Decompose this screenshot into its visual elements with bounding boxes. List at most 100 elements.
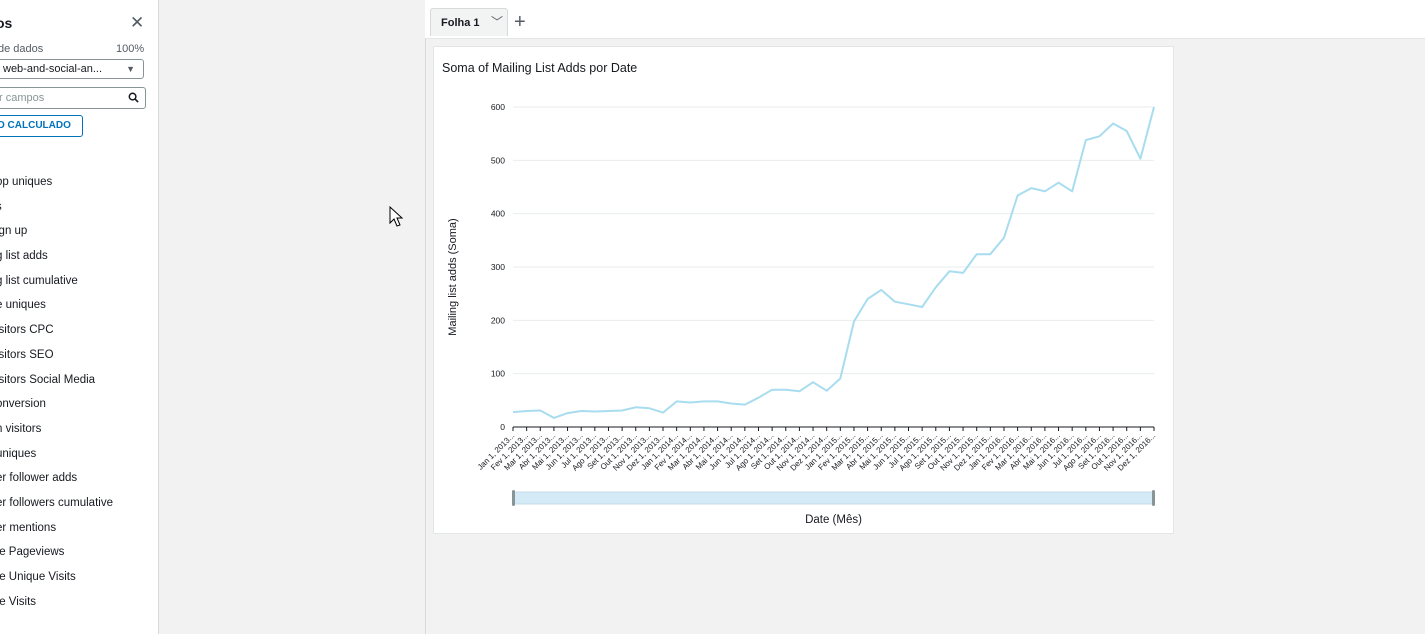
data-point[interactable] — [1002, 236, 1006, 240]
caret-down-icon: ▼ — [126, 64, 135, 74]
field-item[interactable]: er follower adds — [0, 472, 78, 485]
data-point[interactable] — [920, 305, 924, 309]
panel-title: os — [0, 15, 13, 31]
data-point[interactable] — [1057, 181, 1061, 185]
data-point[interactable] — [947, 269, 951, 273]
data-point[interactable] — [1084, 138, 1088, 142]
field-item[interactable]: ign up — [0, 225, 28, 238]
data-point[interactable] — [552, 416, 556, 420]
y-tick-label: 0 — [500, 422, 505, 432]
series-line — [512, 106, 1155, 419]
field-item[interactable]: isitors Social Media — [0, 373, 96, 386]
field-item[interactable]: onversion — [0, 398, 46, 411]
y-tick-label: 600 — [491, 102, 505, 112]
data-point[interactable] — [770, 388, 774, 392]
data-point[interactable] — [934, 285, 938, 289]
data-point[interactable] — [756, 396, 760, 400]
search-icon — [128, 92, 139, 103]
field-item[interactable]: er mentions — [0, 521, 57, 534]
data-point[interactable] — [907, 302, 911, 306]
data-point[interactable] — [634, 405, 638, 409]
data-point[interactable] — [743, 403, 747, 407]
data-point[interactable] — [538, 408, 542, 412]
data-point[interactable] — [593, 410, 597, 414]
data-point[interactable] — [866, 297, 870, 301]
chevron-down-icon[interactable]: ﹀ — [491, 15, 504, 29]
data-point[interactable] — [1111, 122, 1115, 126]
mouse-cursor-icon — [389, 206, 404, 227]
field-item[interactable]: op uniques — [0, 176, 53, 188]
panel-divider — [425, 38, 426, 634]
data-point[interactable] — [1029, 186, 1033, 190]
tab-label: Folha 1 — [441, 17, 480, 29]
data-point[interactable] — [784, 388, 788, 392]
data-point[interactable] — [825, 389, 829, 393]
data-point[interactable] — [729, 402, 733, 406]
data-point[interactable] — [511, 410, 515, 414]
close-icon[interactable]: ✕ — [130, 13, 145, 32]
data-point[interactable] — [879, 288, 883, 292]
range-handle-right[interactable] — [1152, 490, 1155, 506]
field-item[interactable]: e uniques — [0, 299, 46, 312]
field-item[interactable]: isitors CPC — [0, 324, 54, 337]
y-tick-label: 200 — [491, 315, 505, 325]
data-point[interactable] — [675, 399, 679, 403]
field-item[interactable]: n visitors — [0, 422, 42, 435]
y-tick-label: 400 — [491, 209, 505, 219]
data-point[interactable] — [716, 399, 720, 403]
data-point[interactable] — [525, 409, 529, 413]
data-point[interactable] — [579, 409, 583, 413]
line-chart-visual[interactable]: Soma of Mailing List Adds por Date 0 100 2… — [433, 46, 1174, 534]
data-point[interactable] — [1138, 157, 1142, 161]
dataset-percent: 100% — [116, 43, 145, 55]
visual-title: Soma of Mailing List Adds por Date — [442, 61, 638, 75]
data-point[interactable] — [620, 408, 624, 412]
data-point[interactable] — [688, 400, 692, 404]
field-list: op uniques sign up g list adds g list cumul… — [0, 174, 113, 618]
search-placeholder: r campos — [0, 92, 45, 104]
data-point[interactable] — [702, 399, 706, 403]
field-item[interactable]: g list adds — [0, 250, 48, 263]
y-tick-label: 300 — [491, 262, 505, 272]
data-point[interactable] — [893, 300, 897, 304]
data-point[interactable] — [838, 376, 842, 380]
field-item[interactable]: te Pageviews — [0, 546, 65, 559]
range-scrollbar[interactable] — [512, 491, 1155, 505]
field-item[interactable]: g list cumulative — [0, 274, 78, 287]
data-point[interactable] — [961, 271, 965, 275]
fields-panel: os ✕ de dados 100% web-and-social-an... … — [0, 0, 159, 634]
data-point[interactable] — [975, 252, 979, 256]
data-point[interactable] — [1097, 134, 1101, 138]
range-handle-left[interactable] — [512, 490, 515, 506]
data-point[interactable] — [1043, 189, 1047, 193]
data-point[interactable] — [852, 319, 856, 323]
data-point[interactable] — [606, 409, 610, 413]
data-point[interactable] — [1125, 129, 1129, 133]
y-tick-label: 500 — [491, 155, 505, 165]
data-point[interactable] — [1016, 194, 1020, 198]
field-item[interactable]: te Visits — [0, 595, 37, 608]
plus-icon[interactable]: + — [514, 11, 526, 33]
x-axis-title: Date (Mês) — [805, 514, 862, 526]
sheet-tabs-bar: Folha 1 ﹀ + — [425, 0, 1425, 39]
data-point[interactable] — [988, 252, 992, 256]
field-item[interactable]: s — [0, 199, 113, 224]
dataset-select[interactable]: web-and-social-an... ▼ — [0, 59, 144, 79]
field-item[interactable]: isitors SEO — [0, 348, 54, 361]
field-item[interactable]: uniques — [0, 447, 37, 460]
data-point[interactable] — [797, 389, 801, 393]
dataset-label: de dados — [0, 43, 44, 55]
field-item[interactable]: te Unique Visits — [0, 571, 76, 583]
dataset-select-value: web-and-social-an... — [3, 63, 103, 75]
data-point[interactable] — [661, 411, 665, 415]
data-point[interactable] — [1070, 189, 1074, 193]
data-point[interactable] — [647, 406, 651, 410]
tab-folha-1[interactable]: Folha 1 ﹀ — [430, 8, 508, 36]
search-fields-input[interactable]: r campos — [0, 87, 146, 109]
field-item[interactable]: er followers cumulative — [0, 496, 113, 509]
data-point[interactable] — [566, 411, 570, 415]
data-point[interactable] — [811, 380, 815, 384]
data-point[interactable] — [1152, 105, 1156, 109]
add-calculated-field-button[interactable]: O CALCULADO — [0, 115, 83, 137]
